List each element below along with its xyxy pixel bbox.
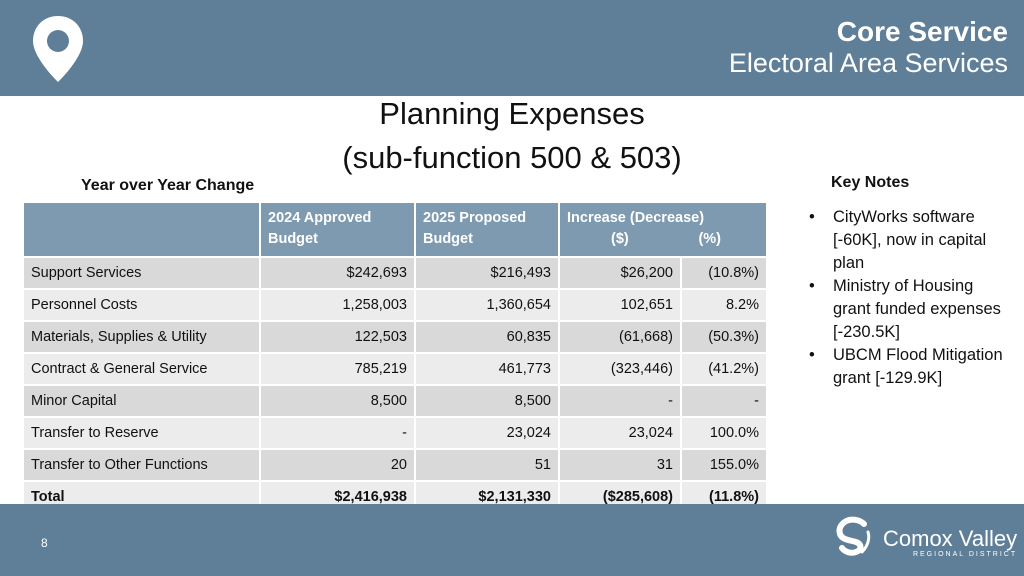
table-row: Transfer to Reserve - 23,024 23,024 100.… [22, 416, 768, 450]
row-percent: (50.3%) [680, 320, 768, 354]
header-increase-dollar: ($) [611, 231, 629, 247]
key-note-item: CityWorks software [-60K], now in capita… [806, 206, 1006, 275]
header-line-1: Core Service [836, 16, 1008, 47]
row-percent: 100.0% [680, 416, 768, 450]
row-2025: 51 [414, 448, 560, 482]
row-2024: 122,503 [259, 320, 416, 354]
row-2024: 20 [259, 448, 416, 482]
header-2025: 2025 Proposed Budget [414, 201, 560, 258]
org-name: Comox Valley [883, 526, 1018, 551]
header-2024-line2: Budget [268, 231, 318, 247]
row-increase: 31 [558, 448, 682, 482]
table-row: Minor Capital 8,500 8,500 - - [22, 384, 768, 418]
header-2025-line2: Budget [423, 231, 473, 247]
row-increase: 23,024 [558, 416, 682, 450]
row-increase: (61,668) [558, 320, 682, 354]
row-increase: 102,651 [558, 288, 682, 322]
row-increase: - [558, 384, 682, 418]
page-number: 8 [41, 536, 48, 550]
row-2024: 785,219 [259, 352, 416, 386]
table-header-row: 2024 Approved Budget 2025 Proposed Budge… [22, 201, 768, 258]
key-notes-list: CityWorks software [-60K], now in capita… [806, 206, 1006, 390]
row-increase: (323,446) [558, 352, 682, 386]
row-percent: 155.0% [680, 448, 768, 482]
row-2025: 60,835 [414, 320, 560, 354]
header-blank [22, 201, 261, 258]
page-title-line-2: (sub-function 500 & 503) [342, 140, 682, 175]
row-percent: 8.2% [680, 288, 768, 322]
key-note-item: Ministry of Housing grant funded expense… [806, 275, 1006, 344]
row-percent: (41.2%) [680, 352, 768, 386]
row-label: Minor Capital [22, 384, 261, 418]
org-subtitle: REGIONAL DISTRICT [912, 551, 1018, 558]
table-row: Personnel Costs 1,258,003 1,360,654 102,… [22, 288, 768, 322]
row-label: Transfer to Other Functions [22, 448, 261, 482]
row-2025: 461,773 [414, 352, 560, 386]
key-note-item: UBCM Flood Mitigation grant [-129.9K] [806, 344, 1006, 390]
table-label: Year over Year Change [81, 177, 255, 194]
key-notes-title: Key Notes [831, 174, 910, 191]
row-2024: 8,500 [259, 384, 416, 418]
header-band: Core Service Electoral Area Services [0, 0, 1024, 96]
table-row: Materials, Supplies & Utility 122,503 60… [22, 320, 768, 354]
header-2025-line1: 2025 Proposed [423, 210, 527, 226]
row-percent: (10.8%) [680, 256, 768, 290]
row-increase: $26,200 [558, 256, 682, 290]
header-increase: Increase (Decrease) ($) (%) [558, 201, 768, 258]
row-2024: - [259, 416, 416, 450]
section-title: Core Service Electoral Area Services [729, 16, 1008, 79]
page-title-line-1: Planning Expenses [379, 96, 645, 131]
header-increase-line1: Increase (Decrease) [567, 210, 705, 226]
comox-valley-logo-icon [836, 516, 871, 556]
budget-table: 2024 Approved Budget 2025 Proposed Budge… [22, 201, 768, 514]
row-2025: 1,360,654 [414, 288, 560, 322]
row-label: Support Services [22, 256, 261, 290]
row-2024: $242,693 [259, 256, 416, 290]
location-pin-icon [33, 16, 83, 82]
row-label: Personnel Costs [22, 288, 261, 322]
row-2025: 23,024 [414, 416, 560, 450]
row-label: Transfer to Reserve [22, 416, 261, 450]
org-logo-text: Comox Valley REGIONAL DISTRICT [883, 526, 1018, 559]
table-row: Support Services $242,693 $216,493 $26,2… [22, 256, 768, 290]
header-2024: 2024 Approved Budget [259, 201, 416, 258]
header-2024-line1: 2024 Approved [268, 210, 372, 226]
table-row: Contract & General Service 785,219 461,7… [22, 352, 768, 386]
table-row: Transfer to Other Functions 20 51 31 155… [22, 448, 768, 482]
row-2025: $216,493 [414, 256, 560, 290]
header-increase-pct: (%) [698, 231, 721, 247]
header-line-2: Electoral Area Services [728, 48, 1008, 79]
row-label: Contract & General Service [22, 352, 261, 386]
row-2025: 8,500 [414, 384, 560, 418]
row-percent: - [680, 384, 768, 418]
row-2024: 1,258,003 [259, 288, 416, 322]
row-label: Materials, Supplies & Utility [22, 320, 261, 354]
page-title: Planning Expenses (sub-function 500 & 50… [0, 92, 1024, 180]
